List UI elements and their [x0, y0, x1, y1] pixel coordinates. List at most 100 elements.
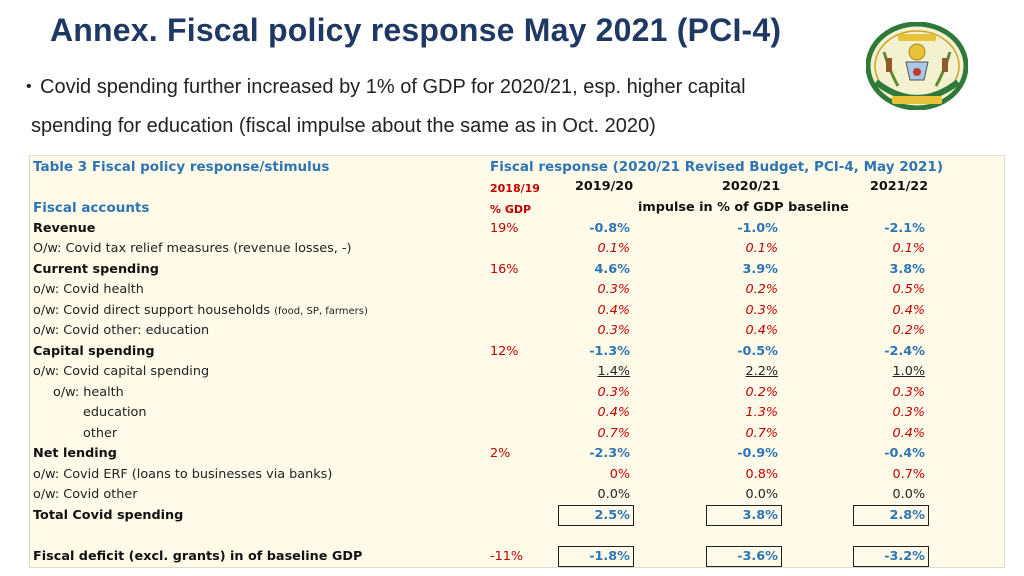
row-label: o/w: health [53, 385, 124, 401]
table-cell: 1.0% [892, 364, 925, 379]
bullet-point: • Covid spending further increased by 1% … [26, 76, 746, 99]
col-year-1: 2019/20 [575, 179, 634, 194]
row-label: o/w: Covid capital spending [33, 364, 209, 380]
table-cell: 1.4% [597, 364, 630, 379]
row-label: other [83, 426, 117, 442]
row-label-note: (food, SP, farmers) [274, 306, 368, 317]
table-cell: -0.8% [589, 221, 630, 236]
row-base-value: 16% [490, 262, 519, 277]
table-cell: 0.3% [597, 282, 630, 297]
table-cell: 0.1% [745, 241, 778, 256]
table-cell: 0.7% [892, 467, 925, 482]
row-label: Revenue [33, 221, 95, 237]
row-label: Fiscal deficit (excl. grants) in of base… [33, 549, 362, 565]
table-cell: 2.8% [889, 508, 926, 523]
cell-box [706, 505, 782, 526]
row-label: Current spending [33, 262, 159, 278]
row-label-text: o/w: Covid other [33, 487, 138, 502]
bullet-text-line1: Covid spending further increased by 1% o… [40, 76, 746, 98]
fiscal-policy-table: Table 3 Fiscal policy response/stimulus … [29, 155, 1005, 568]
row-label-text: O/w: Covid tax relief measures (revenue … [33, 241, 352, 256]
table-cell: 0.3% [597, 323, 630, 338]
row-label-text: o/w: Covid health [33, 282, 144, 297]
row-label: Capital spending [33, 344, 155, 360]
row-label-text: Net lending [33, 446, 117, 461]
table-cell: -0.9% [737, 446, 778, 461]
cell-box [558, 505, 634, 526]
table-cell: 3.8% [889, 262, 926, 277]
row-label: education [83, 405, 147, 421]
row-base-value: 12% [490, 344, 519, 359]
row-label-text: Total Covid spending [33, 508, 184, 523]
table-cell: 0.4% [597, 405, 630, 420]
table-cell: 0.3% [892, 385, 925, 400]
cell-box [706, 546, 782, 567]
row-label-text: o/w: Covid other: education [33, 323, 210, 338]
table-cell: -1.0% [737, 221, 778, 236]
table-cell: 0% [609, 467, 630, 482]
table-title: Table 3 Fiscal policy response/stimulus [33, 159, 330, 175]
table-cell: 0.3% [892, 405, 925, 420]
row-base-value: 19% [490, 221, 519, 236]
table-cell: 0.8% [745, 467, 778, 482]
table-cell: 0.2% [745, 282, 778, 297]
table-cell: 2.5% [594, 508, 631, 523]
col-base-year: 2018/19 [490, 182, 540, 195]
col-year-2: 2020/21 [722, 179, 781, 194]
row-base-value: 2% [490, 446, 511, 461]
table-cell: -0.5% [737, 344, 778, 359]
table-cell: 0.1% [597, 241, 630, 256]
table-cell: 0.4% [745, 323, 778, 338]
row-label-text: o/w: Covid ERF (loans to businesses via … [33, 467, 333, 482]
row-label-text: o/w: Covid direct support households [33, 303, 271, 318]
table-cell: 0.0% [745, 487, 778, 502]
table-cell: -1.8% [589, 549, 630, 564]
table-cell: -3.6% [737, 549, 778, 564]
table-cell: 0.1% [892, 241, 925, 256]
cell-box [853, 546, 929, 567]
row-label-text: education [83, 405, 147, 420]
row-label: O/w: Covid tax relief measures (revenue … [33, 241, 352, 257]
row-label: o/w: Covid other: education [33, 323, 209, 339]
table-cell: 0.4% [892, 426, 925, 441]
table-cell: 0.5% [892, 282, 925, 297]
table-cell: 0.3% [745, 303, 778, 318]
table-cell: 0.4% [892, 303, 925, 318]
col-year-3: 2021/22 [870, 179, 929, 194]
cell-box [558, 546, 634, 567]
table-cell: 0.2% [892, 323, 925, 338]
table-cell: 2.2% [745, 364, 778, 379]
row-label: o/w: Covid other [33, 487, 137, 503]
row-label: Net lending [33, 446, 117, 462]
table-cell: 0.0% [892, 487, 925, 502]
impulse-label: impulse in % of GDP baseline [638, 200, 849, 215]
row-label: o/w: Covid ERF (loans to businesses via … [33, 467, 332, 483]
row-label-text: Revenue [33, 221, 96, 236]
table-cell: 4.6% [594, 262, 631, 277]
table-cell: 0.0% [597, 487, 630, 502]
row-label: Total Covid spending [33, 508, 183, 524]
table-cell: 1.3% [745, 405, 778, 420]
table-cell: -2.1% [884, 221, 925, 236]
cell-box [853, 505, 929, 526]
table-cell: -0.4% [884, 446, 925, 461]
table-cell: -3.2% [884, 549, 925, 564]
section-label: Fiscal accounts [33, 200, 150, 216]
row-label-text: o/w: Covid capital spending [33, 364, 210, 379]
bullet-text-line2: spending for education (fiscal impulse a… [31, 115, 656, 137]
table-cell: -1.3% [589, 344, 630, 359]
table-cell: 0.2% [745, 385, 778, 400]
table-cell: 0.3% [597, 385, 630, 400]
row-label-text: other [83, 426, 118, 441]
row-label: o/w: Covid direct support households (foo… [33, 303, 368, 320]
table-cell: 0.4% [597, 303, 630, 318]
row-label-text: Fiscal deficit (excl. grants) in of base… [33, 549, 363, 564]
row-label-text: Capital spending [33, 344, 155, 359]
row-label: o/w: Covid health [33, 282, 144, 298]
row-base-value: -11% [490, 549, 524, 564]
row-label-text: o/w: health [53, 385, 124, 400]
table-cell: 0.7% [745, 426, 778, 441]
col-base-unit: % GDP [490, 203, 532, 216]
row-label-text: Current spending [33, 262, 159, 277]
rwanda-coat-of-arms-icon [866, 22, 968, 110]
